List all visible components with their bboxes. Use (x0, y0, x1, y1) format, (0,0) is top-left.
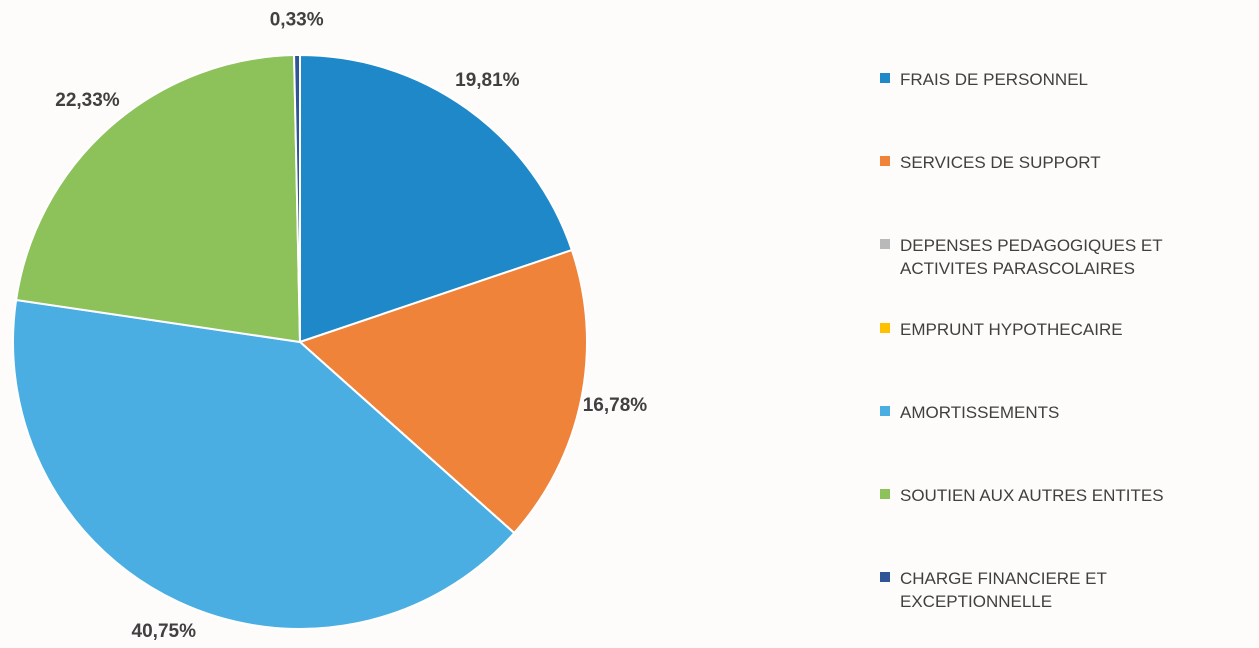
legend-label: FRAIS DE PERSONNEL (900, 70, 1088, 89)
pie-slice (299, 53, 574, 344)
pie-slice (12, 298, 516, 630)
legend-item: SOUTIEN AUX AUTRES ENTITES (880, 484, 1245, 507)
data-label: 16,78% (583, 395, 648, 416)
legend-label: EMPRUNT HYPOTHECAIRE (900, 320, 1123, 339)
pie-slice (298, 248, 588, 535)
pie-slice (14, 54, 302, 344)
legend-item: DEPENSES PEDAGOGIQUES ET ACTIVITES PARAS… (880, 234, 1245, 280)
legend-swatch (880, 323, 890, 333)
legend-swatch (880, 73, 890, 83)
legend-item: SERVICES DE SUPPORT (880, 151, 1245, 174)
legend-swatch (880, 239, 890, 249)
data-label: 22,33% (55, 90, 120, 111)
pie-area: 19,81% 16,78% 40,75% 22,33% 0,33% (12, 10, 648, 642)
legend-swatch (880, 572, 890, 582)
legend-label: AMORTISSEMENTS (900, 403, 1060, 422)
legend-item: CHARGE FINANCIERE ET EXCEPTIONNELLE (880, 567, 1245, 613)
legend-label: CHARGE FINANCIERE ET EXCEPTIONNELLE (900, 569, 1107, 611)
data-label: 40,75% (132, 621, 197, 642)
legend-swatch (880, 156, 890, 166)
legend-item: AMORTISSEMENTS (880, 401, 1245, 424)
data-label: 0,33% (270, 10, 324, 31)
legend-item: EMPRUNT HYPOTHECAIRE (880, 318, 1245, 341)
legend-label: DEPENSES PEDAGOGIQUES ET ACTIVITES PARAS… (900, 236, 1163, 278)
legend-swatch (880, 406, 890, 416)
legend-item: FRAIS DE PERSONNEL (880, 68, 1245, 91)
legend-label: SOUTIEN AUX AUTRES ENTITES (900, 486, 1164, 505)
legend-label: SERVICES DE SUPPORT (900, 153, 1101, 172)
legend-swatch (880, 489, 890, 499)
pie-slice (293, 53, 301, 343)
data-label: 19,81% (455, 70, 520, 91)
